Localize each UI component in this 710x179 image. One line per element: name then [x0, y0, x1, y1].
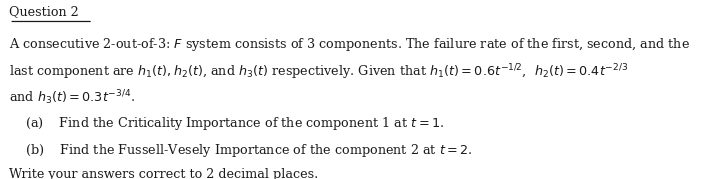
- Text: and $h_3(t) = 0.3t^{-3/4}$.: and $h_3(t) = 0.3t^{-3/4}$.: [9, 89, 135, 107]
- Text: (a)    Find the Criticality Importance of the component 1 at $t = 1$.: (a) Find the Criticality Importance of t…: [9, 115, 444, 132]
- Text: A consecutive 2-out-of-3: $F$ system consists of 3 components. The failure rate : A consecutive 2-out-of-3: $F$ system con…: [9, 36, 690, 53]
- Text: (b)    Find the Fussell-Vesely Importance of the component 2 at $t = 2$.: (b) Find the Fussell-Vesely Importance o…: [9, 142, 473, 159]
- Text: last component are $h_1(t), h_2(t)$, and $h_3(t)$ respectively. Given that $h_1(: last component are $h_1(t), h_2(t)$, and…: [9, 62, 628, 82]
- Text: Question 2: Question 2: [9, 5, 79, 18]
- Text: Write your answers correct to 2 decimal places.: Write your answers correct to 2 decimal …: [9, 168, 319, 179]
